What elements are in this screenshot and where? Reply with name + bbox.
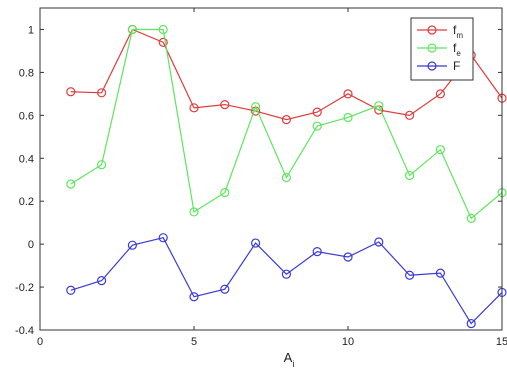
x-tick-label: 10 <box>342 336 354 348</box>
axes: 0 5 10 15 -0.4 -0.2 0 0.2 0.4 0.6 0.8 1 Ai <box>15 7 507 369</box>
x-tick-label: 15 <box>496 336 507 348</box>
series-0-point <box>343 89 353 99</box>
series-1-point <box>281 172 291 183</box>
legend-label-main: f <box>453 23 457 37</box>
x-axis-title-main: A <box>284 350 293 365</box>
series-1-point <box>189 207 199 217</box>
legend-swatch-marker <box>427 61 437 71</box>
series-0-point <box>66 87 76 97</box>
series-2-point <box>466 318 476 329</box>
y-tick-label: 0 <box>28 239 34 251</box>
series-1-point <box>96 160 107 170</box>
series-2-point <box>66 285 76 295</box>
series-1-point <box>158 24 168 35</box>
y-tick-label: 0.2 <box>19 196 34 208</box>
plot-area <box>66 24 507 329</box>
series-line-1 <box>70 28 503 220</box>
y-tick-label: 0.4 <box>19 153 34 165</box>
legend-label-sub: e <box>456 49 461 58</box>
series-line-2 <box>70 236 503 325</box>
legend-label-sub: m <box>456 31 463 40</box>
y-tick-label: 0.6 <box>19 110 34 122</box>
series-2-point <box>435 268 445 278</box>
series-2-point <box>127 240 137 250</box>
series-2-point <box>158 233 168 243</box>
x-axis-title: Ai <box>284 350 295 369</box>
legend-swatch-marker <box>427 25 437 35</box>
series-1-point <box>220 188 230 198</box>
series-0-point <box>158 37 168 47</box>
series-1-point <box>312 121 322 131</box>
legend-box <box>410 17 474 81</box>
series-1-point <box>66 179 76 189</box>
series-0-point <box>189 103 199 113</box>
legend-label: fe <box>453 41 461 58</box>
legend-label-main: f <box>453 41 457 55</box>
series-1-point <box>127 24 137 35</box>
axes-box <box>39 7 503 331</box>
series-1-point <box>251 102 261 112</box>
y-tick-label: 1 <box>28 24 34 36</box>
x-tick-label: 0 <box>37 336 43 348</box>
series-0-point <box>435 89 445 99</box>
series-1-point <box>466 213 476 223</box>
series-2-point <box>374 237 384 247</box>
series-0-point <box>220 99 230 110</box>
x-tick-label: 5 <box>191 336 197 348</box>
series-2-point <box>312 247 322 257</box>
series-line-0 <box>70 28 503 121</box>
series-0-point <box>96 88 107 98</box>
legend-swatch-marker <box>427 43 437 53</box>
x-axis-title-sub: i <box>292 359 294 369</box>
series-2-point <box>96 276 107 286</box>
y-tick-label: 0.8 <box>19 67 34 79</box>
series-2-point <box>251 238 261 248</box>
series-1-point <box>343 112 353 123</box>
y-tick-label: -0.2 <box>15 282 34 294</box>
series-0-point <box>312 107 322 117</box>
series-2-point <box>405 270 415 280</box>
series-1-point <box>374 101 384 111</box>
series-1-point <box>435 145 445 155</box>
series-0-point <box>281 115 291 125</box>
series-2-point <box>189 292 199 302</box>
legend-label: fm <box>453 23 463 40</box>
series-2-point <box>343 252 353 262</box>
series-2-point <box>281 269 291 279</box>
series-2-point <box>220 284 230 294</box>
legend-label-main: F <box>453 59 460 73</box>
legend-label: F <box>453 59 460 73</box>
y-tick-label: -0.4 <box>15 325 34 337</box>
series-0-point <box>405 110 415 120</box>
series-1-point <box>405 170 415 181</box>
